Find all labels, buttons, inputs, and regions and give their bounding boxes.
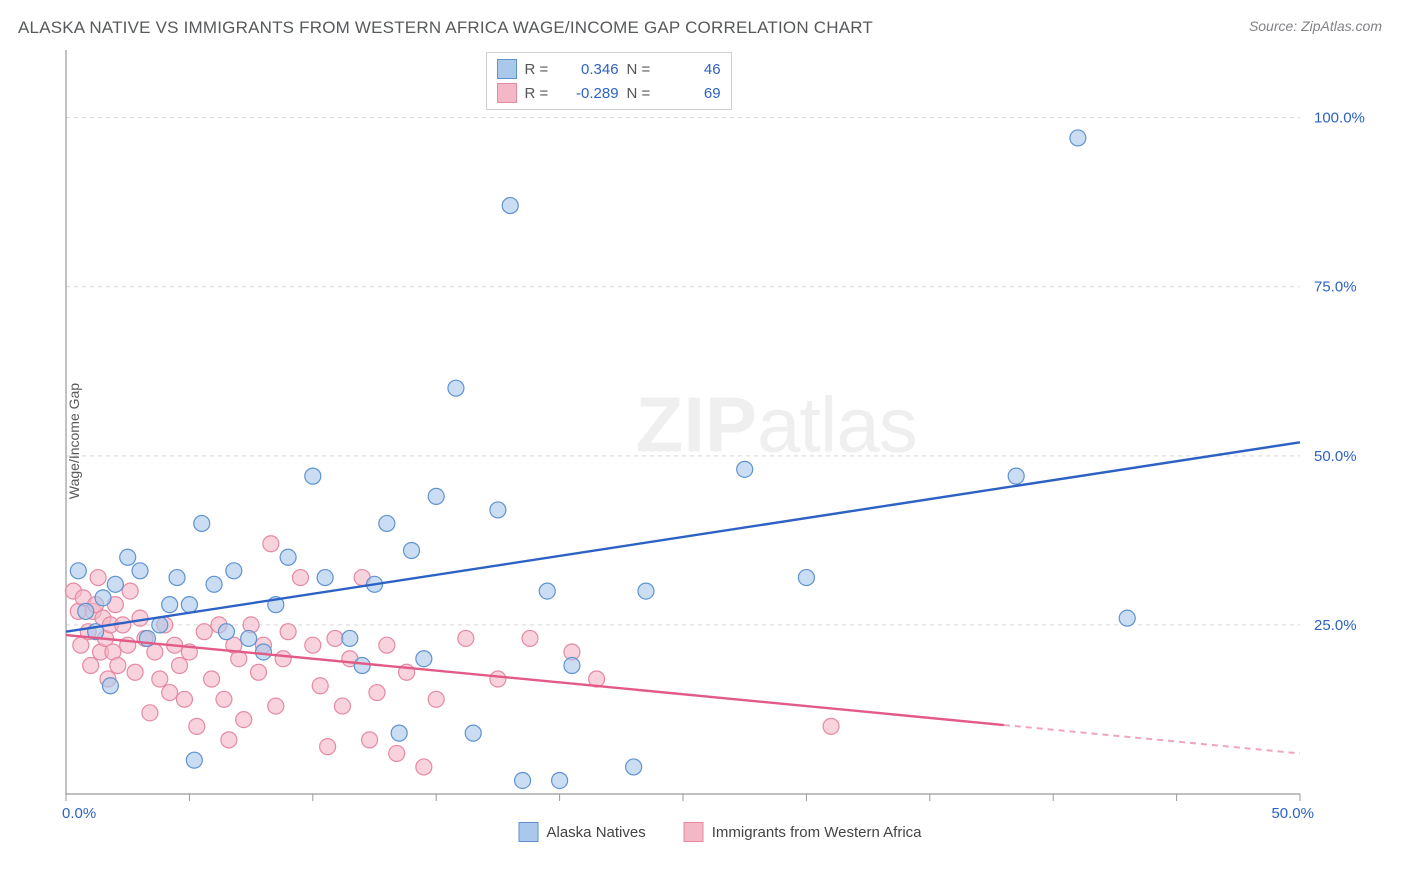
- source-credit: Source: ZipAtlas.com: [1249, 18, 1382, 34]
- svg-text:0.0%: 0.0%: [62, 805, 96, 822]
- legend-swatch-pink: [684, 822, 704, 842]
- series-legend: Alaska Natives Immigrants from Western A…: [519, 822, 922, 842]
- svg-text:50.0%: 50.0%: [1314, 448, 1357, 465]
- legend-n-value-1: 46: [663, 61, 721, 78]
- svg-text:100.0%: 100.0%: [1314, 110, 1365, 127]
- chart-container: Wage/Income Gap 25.0%50.0%75.0%100.0%0.0…: [50, 46, 1380, 836]
- legend-r-label: R =: [525, 85, 553, 102]
- legend-r-label: R =: [525, 61, 553, 78]
- legend-n-label: N =: [627, 61, 655, 78]
- svg-text:25.0%: 25.0%: [1314, 617, 1357, 634]
- legend-n-label: N =: [627, 85, 655, 102]
- legend-r-value-1: 0.346: [561, 61, 619, 78]
- legend-n-value-2: 69: [663, 85, 721, 102]
- svg-text:75.0%: 75.0%: [1314, 279, 1357, 296]
- correlation-legend: R = 0.346 N = 46 R = -0.289 N = 69: [486, 52, 732, 110]
- series-name-2: Immigrants from Western Africa: [712, 824, 922, 841]
- legend-swatch-blue: [497, 59, 517, 79]
- legend-r-value-2: -0.289: [561, 85, 619, 102]
- plot-area: 25.0%50.0%75.0%100.0%0.0%50.0% ZIPatlas …: [60, 46, 1380, 836]
- scatter-plot-svg: 25.0% 50.0% 75.0% 100.0% 0.0% 50.0%: [60, 46, 1380, 836]
- svg-text:50.0%: 50.0%: [1271, 805, 1314, 822]
- chart-title: ALASKA NATIVE VS IMMIGRANTS FROM WESTERN…: [18, 18, 873, 38]
- series-name-1: Alaska Natives: [547, 824, 646, 841]
- legend-swatch-pink: [497, 83, 517, 103]
- legend-swatch-blue: [519, 822, 539, 842]
